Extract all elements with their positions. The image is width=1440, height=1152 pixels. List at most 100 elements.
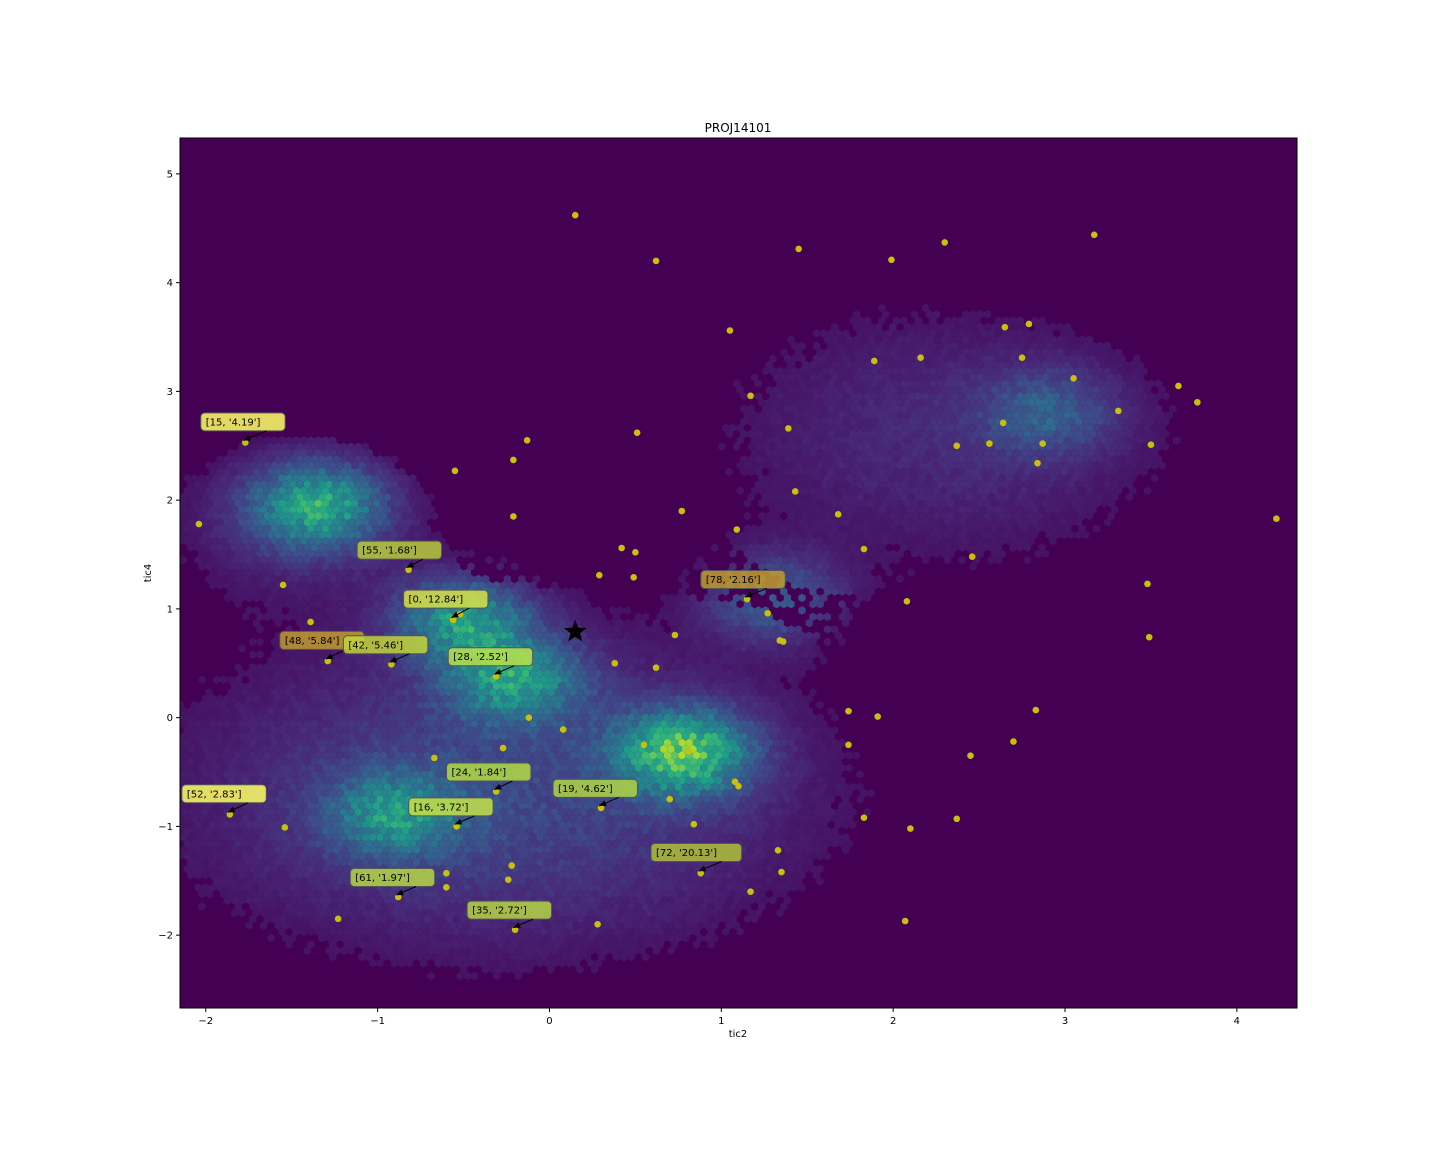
density-hex: [1140, 467, 1148, 477]
density-hex: [936, 455, 944, 464]
density-hex: [747, 404, 755, 414]
density-hex: [1122, 436, 1130, 445]
density-hex: [780, 436, 788, 445]
density-hex: [871, 392, 879, 401]
density-hex: [940, 461, 948, 470]
density-hex: [1107, 499, 1115, 508]
density-hex: [947, 486, 955, 495]
density-hex: [940, 436, 948, 445]
density-hex: [1031, 467, 1039, 477]
density-hex: [834, 480, 842, 489]
density-hex: [180, 524, 184, 533]
density-hex: [867, 524, 875, 533]
density-hex: [863, 392, 872, 401]
density-hex: [278, 524, 286, 533]
density-hex: [729, 423, 737, 432]
density-hex: [1060, 354, 1068, 363]
density-hex: [1082, 442, 1090, 451]
density-hex: [321, 448, 330, 458]
density-hex: [220, 511, 228, 521]
density-hex: [1005, 385, 1013, 395]
density-hex: [1009, 442, 1017, 451]
density-hex: [285, 486, 293, 495]
density-hex: [183, 499, 191, 508]
density-hex: [805, 467, 813, 477]
density-hex: [965, 505, 973, 514]
density-hex: [1016, 480, 1024, 489]
density-hex: [947, 524, 955, 533]
density-hex: [889, 474, 897, 483]
density-hex: [892, 442, 901, 451]
density-hex: [925, 310, 933, 319]
density-hex: [831, 322, 839, 332]
density-hex: [227, 448, 235, 458]
density-hex: [1034, 322, 1042, 332]
density-hex: [332, 480, 340, 489]
density-hex: [954, 511, 962, 521]
density-hex: [252, 455, 260, 464]
density-hex: [936, 379, 944, 388]
density-hex: [1078, 486, 1086, 495]
density-hex: [820, 467, 828, 477]
density-hex: [1100, 474, 1108, 483]
density-hex: [361, 492, 370, 502]
density-hex: [1122, 474, 1130, 483]
density-hex: [198, 474, 206, 483]
density-hex: [958, 404, 966, 414]
density-hex: [907, 442, 915, 451]
density-hex: [951, 379, 959, 388]
density-hex: [972, 429, 981, 439]
density-hex: [809, 436, 817, 445]
density-hex: [882, 474, 890, 483]
density-hex: [925, 322, 933, 332]
density-hex: [831, 423, 839, 432]
density-hex: [1107, 423, 1115, 432]
density-hex: [249, 524, 257, 533]
density-hex: [776, 442, 784, 451]
density-hex: [1063, 423, 1072, 432]
density-hex: [1133, 366, 1141, 376]
density-hex: [1118, 354, 1126, 363]
density-hex: [245, 505, 253, 514]
density-hex: [856, 442, 864, 451]
density-hex: [1045, 518, 1053, 527]
density-hex: [321, 436, 330, 445]
density-hex: [903, 411, 912, 420]
density-hex: [932, 348, 941, 357]
density-hex: [772, 411, 781, 420]
density-hex: [310, 455, 319, 464]
density-hex: [216, 480, 224, 489]
density-hex: [991, 537, 999, 546]
density-hex: [1049, 461, 1057, 470]
density-hex: [1034, 499, 1042, 508]
density-hex: [209, 518, 217, 527]
density-hex: [965, 341, 973, 351]
density-hex: [1089, 379, 1097, 388]
density-hex: [758, 411, 766, 420]
density-hex: [1129, 360, 1137, 369]
density-hex: [1020, 385, 1028, 395]
density-hex: [1049, 411, 1057, 420]
density-hex: [227, 511, 235, 521]
density-hex: [227, 461, 235, 470]
density-hex: [216, 518, 224, 527]
density-hex: [922, 379, 930, 388]
density-hex: [245, 492, 253, 502]
density-hex: [1158, 385, 1166, 395]
density-hex: [965, 429, 973, 439]
density-hex: [794, 461, 802, 470]
density-hex: [1005, 499, 1013, 508]
density-hex: [1103, 467, 1112, 477]
density-hex: [201, 480, 210, 489]
density-hex: [1147, 392, 1155, 401]
density-hex: [892, 492, 901, 502]
density-hex: [845, 474, 853, 483]
density-hex: [842, 329, 850, 338]
density-hex: [187, 518, 195, 527]
density-hex: [787, 448, 795, 458]
density-hex: [1071, 474, 1079, 483]
density-hex: [1012, 373, 1021, 382]
density-hex: [922, 518, 930, 527]
density-hex: [1002, 429, 1010, 439]
density-hex: [227, 537, 235, 546]
